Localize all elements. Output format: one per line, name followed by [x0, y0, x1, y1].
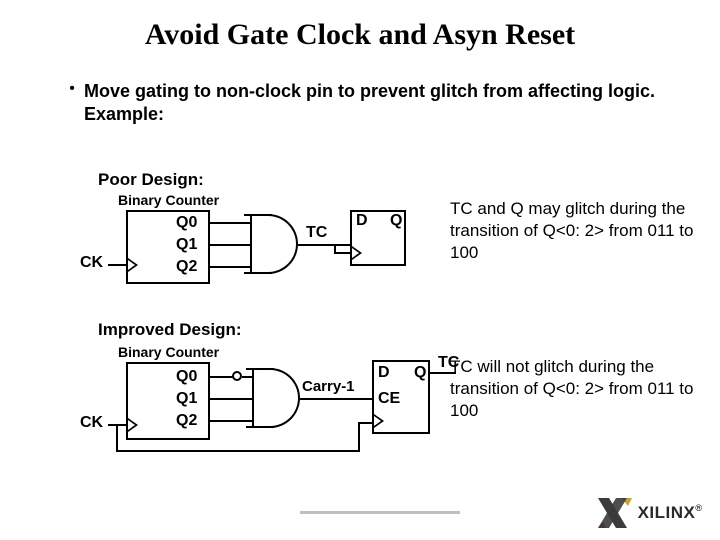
- improved-ff-ce: CE: [378, 390, 400, 408]
- wire: [108, 264, 126, 266]
- clock-triangle-icon: [128, 418, 138, 432]
- clock-triangle-icon: [374, 414, 384, 428]
- poor-tc-label: TC: [306, 224, 327, 242]
- xilinx-logo-text: XILINX: [638, 503, 696, 522]
- bullet-text: Move gating to non-clock pin to prevent …: [84, 81, 655, 124]
- improved-ff-d: D: [378, 364, 390, 382]
- and-gate-icon: [250, 214, 272, 274]
- improved-q0: Q0: [176, 368, 197, 386]
- bullet-marker: •: [60, 80, 84, 125]
- wire: [116, 450, 360, 452]
- carry-label: Carry-1: [302, 378, 355, 395]
- bullet-item: • Move gating to non-clock pin to preven…: [60, 80, 660, 125]
- improved-q1: Q1: [176, 390, 197, 408]
- wire: [358, 422, 360, 452]
- wire: [300, 398, 372, 400]
- wire: [334, 244, 336, 254]
- wire: [116, 424, 118, 452]
- xilinx-logo: XILINX®: [598, 498, 702, 528]
- poor-counter-box: [126, 210, 210, 284]
- improved-counter-label: Binary Counter: [118, 344, 219, 360]
- inversion-bubble-icon: [232, 371, 242, 381]
- improved-note: TC will not glitch during the transition…: [450, 357, 694, 420]
- wire: [334, 252, 350, 254]
- poor-q0: Q0: [176, 214, 197, 232]
- footer-divider: [300, 511, 460, 514]
- poor-q2: Q2: [176, 258, 197, 276]
- improved-ck-label: CK: [80, 414, 103, 432]
- wire: [298, 244, 350, 246]
- page-title: Avoid Gate Clock and Asyn Reset: [145, 18, 575, 51]
- poor-note: TC and Q may glitch during the transitio…: [450, 199, 694, 262]
- poor-ff-d: D: [356, 212, 368, 230]
- improved-design-diagram: Binary Counter Q0 Q1 Q2 CK Carry-1 D Q C…: [80, 344, 460, 474]
- wire: [210, 376, 234, 378]
- clock-triangle-icon: [128, 258, 138, 272]
- xilinx-mark-icon: [598, 498, 632, 528]
- poor-counter-label: Binary Counter: [118, 192, 219, 208]
- improved-q2: Q2: [176, 412, 197, 430]
- poor-design-label: Poor Design:: [98, 170, 204, 189]
- improved-design-label: Improved Design:: [98, 320, 242, 339]
- improved-ff-q: Q: [414, 364, 426, 382]
- registered-mark: ®: [695, 503, 702, 513]
- poor-ff-q: Q: [390, 212, 402, 230]
- poor-q1: Q1: [176, 236, 197, 254]
- and-gate-icon: [252, 368, 274, 428]
- poor-ck-label: CK: [80, 254, 103, 272]
- wire: [358, 422, 372, 424]
- poor-design-diagram: Binary Counter Q0 Q1 Q2 CK TC D Q: [80, 192, 440, 302]
- improved-counter-box: [126, 362, 210, 440]
- clock-triangle-icon: [352, 246, 362, 260]
